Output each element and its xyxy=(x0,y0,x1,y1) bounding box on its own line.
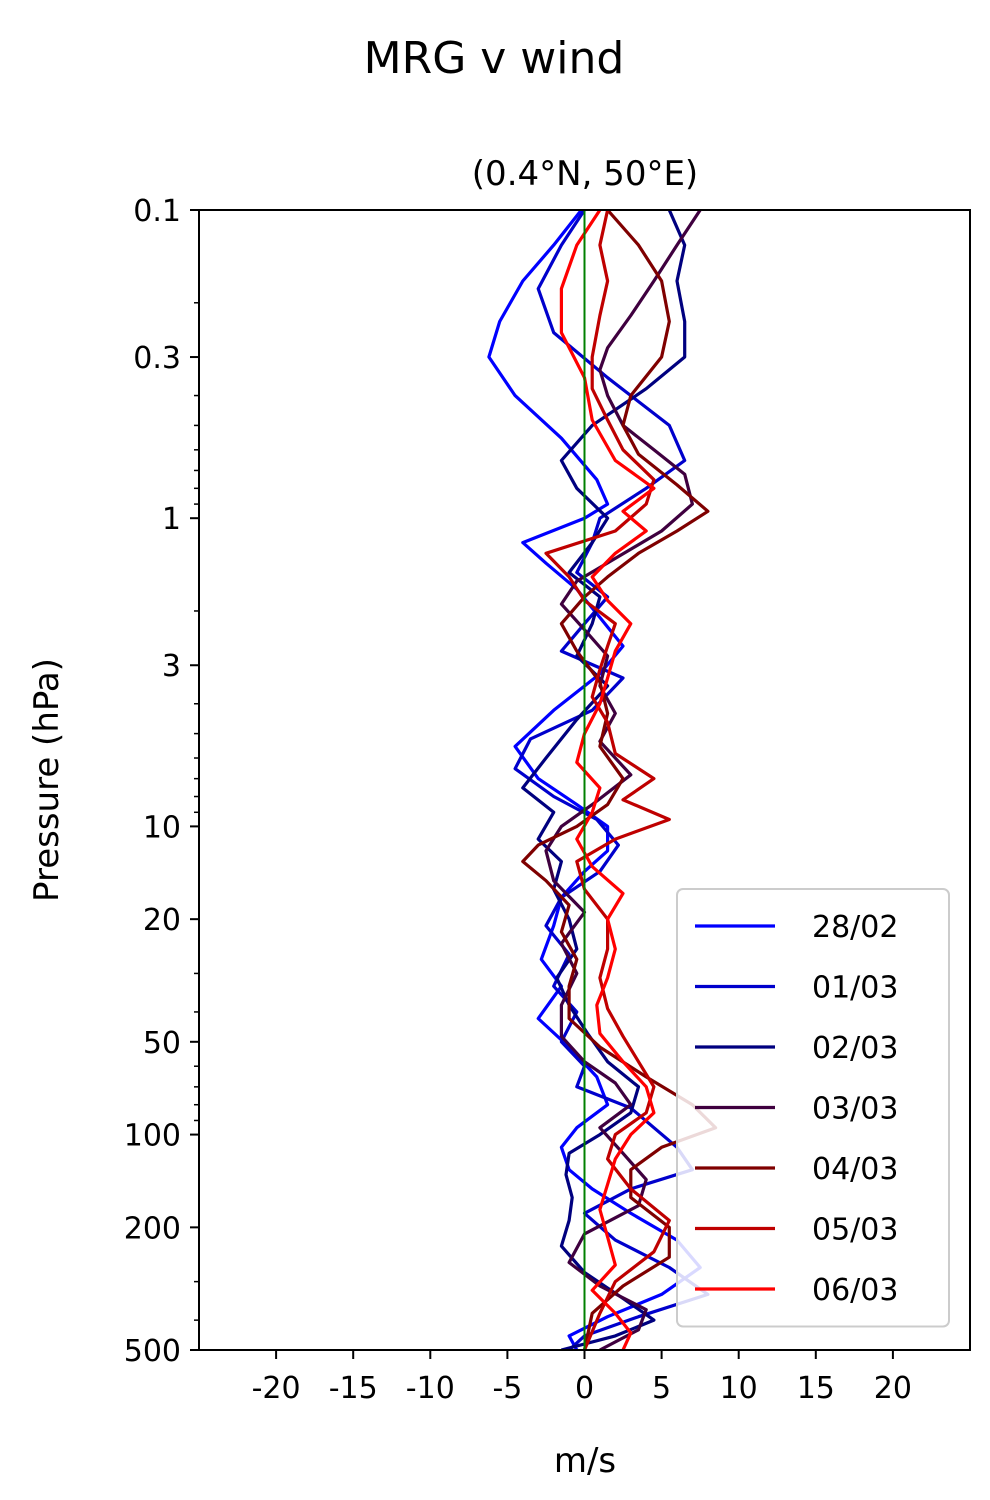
series-layer xyxy=(487,210,718,1350)
y-tick-label: 1 xyxy=(162,502,181,537)
x-tick-label: 20 xyxy=(874,1371,912,1406)
series-line-0 xyxy=(487,210,702,1350)
legend-label-5: 05/03 xyxy=(812,1213,898,1248)
legend-label-3: 03/03 xyxy=(812,1092,898,1127)
legend-frame xyxy=(676,888,950,1328)
series-line-6 xyxy=(559,210,656,1350)
x-tick-label: 10 xyxy=(720,1371,758,1406)
y-tick-label: 20 xyxy=(143,903,181,938)
series-line-5 xyxy=(544,210,671,1350)
x-tick-label: 15 xyxy=(797,1371,835,1406)
y-tick-label: 10 xyxy=(143,810,181,845)
x-tick-label: -5 xyxy=(492,1371,522,1406)
y-axis: 0.1 0.3 1 3 10 20 50 100 200 500 xyxy=(124,194,199,1369)
y-tick-label: 50 xyxy=(143,1026,181,1061)
x-axis: -20 -15 -10 -5 0 5 10 15 20 xyxy=(252,1350,912,1406)
legend-label-1: 01/03 xyxy=(812,971,898,1006)
chart-title: MRG v wind xyxy=(364,33,625,84)
x-tick-label: 0 xyxy=(575,1371,594,1406)
legend-label-6: 06/03 xyxy=(812,1273,898,1308)
x-axis-label: m/s xyxy=(554,1441,616,1481)
legend-label-4: 04/03 xyxy=(812,1152,898,1187)
y-tick-label: 100 xyxy=(124,1119,181,1154)
x-tick-label: -10 xyxy=(406,1371,455,1406)
legend: 28/02 01/03 02/03 03/03 04/03 05/03 06/03 xyxy=(676,888,950,1328)
y-tick-label: 500 xyxy=(124,1334,181,1369)
y-tick-label: 0.1 xyxy=(133,194,181,229)
y-tick-label: 3 xyxy=(162,649,181,684)
chart-subtitle: (0.4°N, 50°E) xyxy=(472,154,698,194)
x-tick-label: 5 xyxy=(652,1371,671,1406)
y-tick-label: 0.3 xyxy=(133,341,181,376)
y-tick-label: 200 xyxy=(124,1211,181,1246)
y-axis-label: Pressure (hPa) xyxy=(27,658,67,902)
series-line-2 xyxy=(521,210,687,1350)
legend-label-0: 28/02 xyxy=(812,910,898,945)
legend-label-2: 02/03 xyxy=(812,1031,898,1066)
x-tick-label: -15 xyxy=(329,1371,378,1406)
x-tick-label: -20 xyxy=(252,1371,301,1406)
